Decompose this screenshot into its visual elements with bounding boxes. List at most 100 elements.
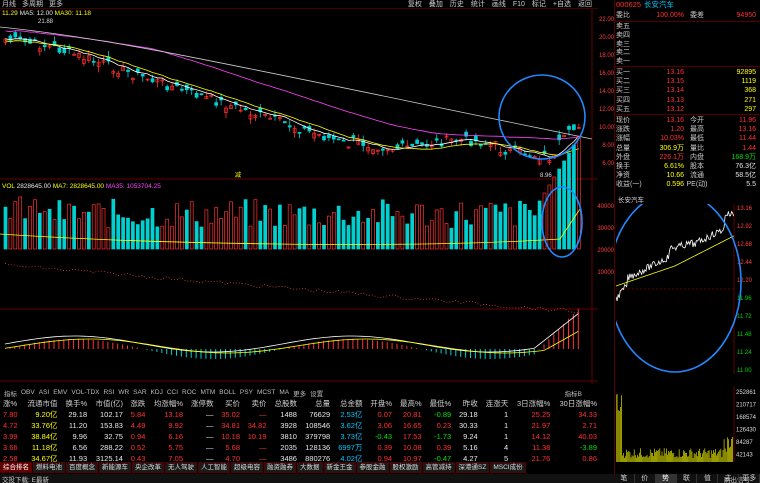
quote-panel-tab[interactable]: 笔 (614, 474, 635, 483)
column-header[interactable]: 换手% (65, 399, 88, 408)
ma30-label: MA30: 11.18 (54, 10, 92, 17)
sector-tab[interactable]: 央企改革 (132, 462, 164, 473)
table-row[interactable]: 7.80 9.20亿 29.18 102.17 5.84 13.18 — 35.02 — 1488… (0, 409, 600, 420)
toolbar-btn-8[interactable]: 返回 (578, 0, 592, 8)
indicator-tab[interactable]: WR (118, 389, 130, 396)
toolbar-btn-3[interactable]: 统计 (470, 0, 485, 8)
indicator-tab[interactable]: MTM (200, 389, 216, 396)
sell-volume (684, 40, 758, 49)
toolbar-left-1[interactable]: 多周期 (22, 0, 43, 8)
column-header[interactable]: 买价 (225, 399, 240, 408)
sector-tab[interactable]: 人工智能 (198, 462, 230, 473)
indicator-tab[interactable]: 更多 (293, 390, 307, 398)
sector-tab[interactable]: 无人驾驶 (165, 462, 197, 473)
indicator-tab[interactable]: SAR (133, 389, 147, 396)
table-row[interactable]: 3.66 11.18亿 6.56 288.22 0.52 5.75 — 5.68 — 2035 12… (0, 442, 600, 453)
candle-body (253, 115, 258, 118)
column-header[interactable]: 涨跌 (130, 399, 146, 408)
column-header[interactable]: 涨% (3, 399, 18, 408)
intraday-timeline-chart[interactable]: 13.16 12.92 12.68 12.44 12.20 11.96 11.72 11.48… (616, 204, 758, 374)
table-cell: 0.94 (130, 432, 146, 441)
quote-panel-tab[interactable]: 势 (655, 474, 677, 483)
indicator-tab[interactable]: PSY (239, 389, 253, 396)
indicator-tab[interactable]: RSI (103, 389, 115, 396)
quote-panel-tab[interactable]: 主 (718, 474, 740, 483)
quote-panel-tab[interactable]: 价 (635, 474, 656, 483)
toolbar-btn-6[interactable]: 标记 (531, 0, 546, 8)
sector-tab[interactable]: MSCI成份 (490, 462, 526, 473)
table-row[interactable]: 3.99 38.84亿 9.96 32.75 0.94 6.16 — 10.18 10.19 38… (0, 431, 600, 442)
toolbar-btn-1[interactable]: 叠加 (428, 0, 443, 8)
stock-list-table[interactable]: 涨% 流通市值 换手% 市值(亿) 涨跌 均涨幅% 涨停数 买价 卖价 总股数 总量 总金额 开盘% 最高… (0, 398, 600, 464)
sector-tab[interactable]: 超级电容 (231, 462, 263, 473)
table-row[interactable]: 2.58 34.67亿 11.93 3125.14 0.43 7.05 — 4.70 — 3486… (0, 453, 600, 464)
toolbar-btn-5[interactable]: F10 (512, 0, 525, 8)
sector-tab[interactable]: 新能源车 (99, 462, 131, 473)
toolbar-left-2[interactable]: 更多 (49, 0, 63, 8)
indicator-tab[interactable]: KDJ (150, 389, 163, 396)
kline-chart[interactable]: 21.88 8.96 减 (0, 9, 598, 384)
column-header[interactable]: 涨停数 (191, 399, 214, 408)
toolbar-btn-2[interactable]: 历史 (449, 0, 464, 8)
stat-label: 换手 (616, 163, 630, 170)
sector-tab[interactable]: 高管减持 (422, 462, 455, 473)
candle-body (547, 160, 552, 164)
table-row[interactable]: 4.72 33.76亿 11.20 153.83 4.49 9.92 — 34.81 34.82… (0, 420, 600, 431)
table-cell: 34.33 (578, 410, 597, 419)
toolbar-btn-4[interactable]: 画线 (491, 0, 506, 8)
sector-tab[interactable]: 参股金融 (356, 462, 389, 473)
column-header[interactable]: 流通市值 (27, 399, 58, 408)
sector-tab[interactable]: 新金王金 (323, 462, 356, 473)
candle-body (282, 121, 287, 124)
indicator-tab[interactable]: MA (279, 389, 290, 396)
intraday-price-line (616, 210, 735, 302)
column-header[interactable]: 总金额 (339, 399, 363, 408)
table-cell: 3.66 (3, 443, 18, 452)
indicator-tab[interactable]: ROC (182, 389, 197, 396)
indicator-tab[interactable]: VOL-TDX (71, 389, 100, 396)
sector-tab[interactable]: 融资融券 (264, 462, 296, 473)
table-cell: 3.62亿 (340, 421, 363, 430)
volume-bar (410, 213, 415, 250)
column-header[interactable]: 总股数 (274, 399, 297, 408)
quote-panel-tab[interactable]: 更多 (739, 474, 760, 483)
sector-tab[interactable]: 综合排名 (0, 462, 32, 473)
toolbar-left-0[interactable]: 月线 (2, 0, 16, 8)
indicator-tab[interactable]: BOLL (219, 389, 236, 396)
toolbar-btn-7[interactable]: +自选 (552, 0, 571, 8)
quote-panel-tab[interactable]: 值 (697, 474, 719, 483)
candle-body (229, 105, 233, 109)
indicator-tab[interactable]: 指标 (4, 390, 17, 398)
status-signal[interactable]: 刷出信号 (724, 476, 750, 483)
column-header[interactable]: 连涨天 (485, 399, 509, 408)
indicator-tab[interactable]: ASI (38, 389, 50, 396)
table-cell: 10.18 (221, 432, 240, 441)
column-header[interactable]: 昨收 (462, 399, 478, 408)
column-header[interactable]: 3日涨幅% (516, 399, 551, 408)
buy-label: 买五 (616, 105, 630, 113)
volume-bar (101, 208, 106, 250)
indicator-tab[interactable]: OBV (21, 389, 35, 396)
column-header[interactable]: 开盘% (370, 399, 393, 408)
sector-tab[interactable]: 燃料电池 (33, 462, 65, 473)
sector-tab[interactable]: 股权激励 (389, 462, 422, 473)
sector-tab[interactable]: 深港通SZ (455, 462, 490, 473)
quote-panel-tab[interactable]: 联 (677, 474, 698, 483)
sector-tab[interactable]: 大数据 (297, 462, 323, 473)
toolbar-btn-0[interactable]: 复权 (407, 0, 422, 8)
buy-price: 13.16 (666, 69, 684, 76)
column-header[interactable]: 卖价 (251, 399, 267, 408)
indicator-tab[interactable]: CCI (166, 389, 179, 396)
column-header[interactable]: 市值(亿) (95, 399, 123, 408)
column-header[interactable]: 30日涨幅% (559, 399, 597, 408)
indicator-tab[interactable]: MCST (256, 389, 276, 396)
column-header[interactable]: 均涨幅% (153, 399, 184, 408)
indicator-b-button[interactable]: 指标B (564, 390, 582, 398)
column-header[interactable]: 最低% (429, 399, 452, 408)
indicator-tab[interactable]: 设置 (310, 390, 324, 398)
sector-tab[interactable]: 百度概念 (66, 462, 98, 473)
indicator-tab[interactable]: EMV (53, 389, 68, 396)
volume-bar (263, 205, 268, 250)
column-header[interactable]: 最高% (399, 399, 422, 408)
column-header[interactable]: 总量 (315, 399, 331, 408)
